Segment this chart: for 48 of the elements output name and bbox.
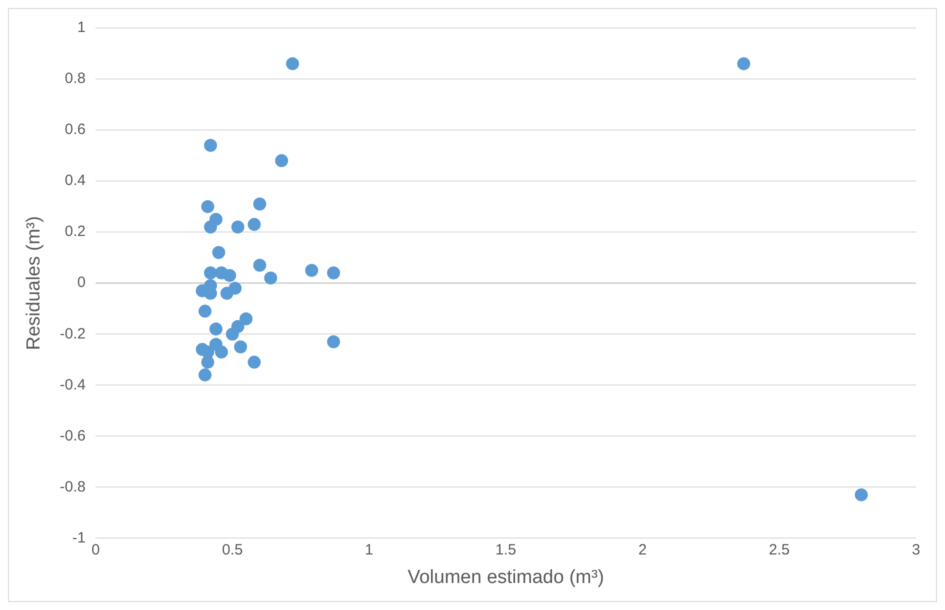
point xyxy=(201,356,214,369)
point xyxy=(240,312,253,326)
point xyxy=(275,154,288,168)
point xyxy=(305,264,318,277)
point xyxy=(264,272,278,284)
x-tick-label: 0.5 xyxy=(222,541,243,558)
point xyxy=(737,57,750,70)
y-tick-label: -0.8 xyxy=(60,478,86,496)
point xyxy=(209,322,222,336)
point xyxy=(212,246,226,259)
y-tick-label: 0.6 xyxy=(64,121,86,138)
point xyxy=(204,138,217,152)
y-tick-label: 1 xyxy=(77,19,86,36)
y-tick-label: 0 xyxy=(77,274,86,292)
y-axis-title: Residuales (m³) xyxy=(24,216,45,350)
point xyxy=(231,220,244,234)
point xyxy=(234,340,248,354)
x-tick-label: 0 xyxy=(91,541,100,558)
point xyxy=(223,268,236,282)
point xyxy=(201,200,214,214)
x-tick-label: 2 xyxy=(638,541,647,558)
y-tick-label: -1 xyxy=(72,529,86,546)
point xyxy=(198,368,212,382)
x-axis-title: Volumen estimado (m³) xyxy=(408,566,604,588)
point xyxy=(286,57,300,70)
y-tick-label: 0.2 xyxy=(64,223,86,240)
x-tick-label: 3 xyxy=(912,541,920,558)
y-tick-label: -0.6 xyxy=(60,427,86,444)
point xyxy=(214,345,228,358)
point xyxy=(327,266,340,280)
point xyxy=(248,356,261,369)
point xyxy=(226,328,239,341)
x-tick-label: 1.5 xyxy=(495,541,516,558)
point xyxy=(204,266,217,280)
y-tick-label: 0.4 xyxy=(64,172,86,190)
y-tick-label: -0.4 xyxy=(60,376,86,394)
point xyxy=(854,488,868,502)
point xyxy=(253,258,266,272)
x-tick-label: 2.5 xyxy=(768,541,790,558)
x-tick-label: 1 xyxy=(364,541,374,558)
y-tick-label: 0.8 xyxy=(64,70,86,88)
point xyxy=(248,218,261,231)
point xyxy=(198,304,212,318)
point xyxy=(253,198,266,211)
y-tick-label: -0.2 xyxy=(60,325,86,342)
point xyxy=(327,335,340,348)
point xyxy=(228,282,242,295)
point xyxy=(204,220,217,234)
